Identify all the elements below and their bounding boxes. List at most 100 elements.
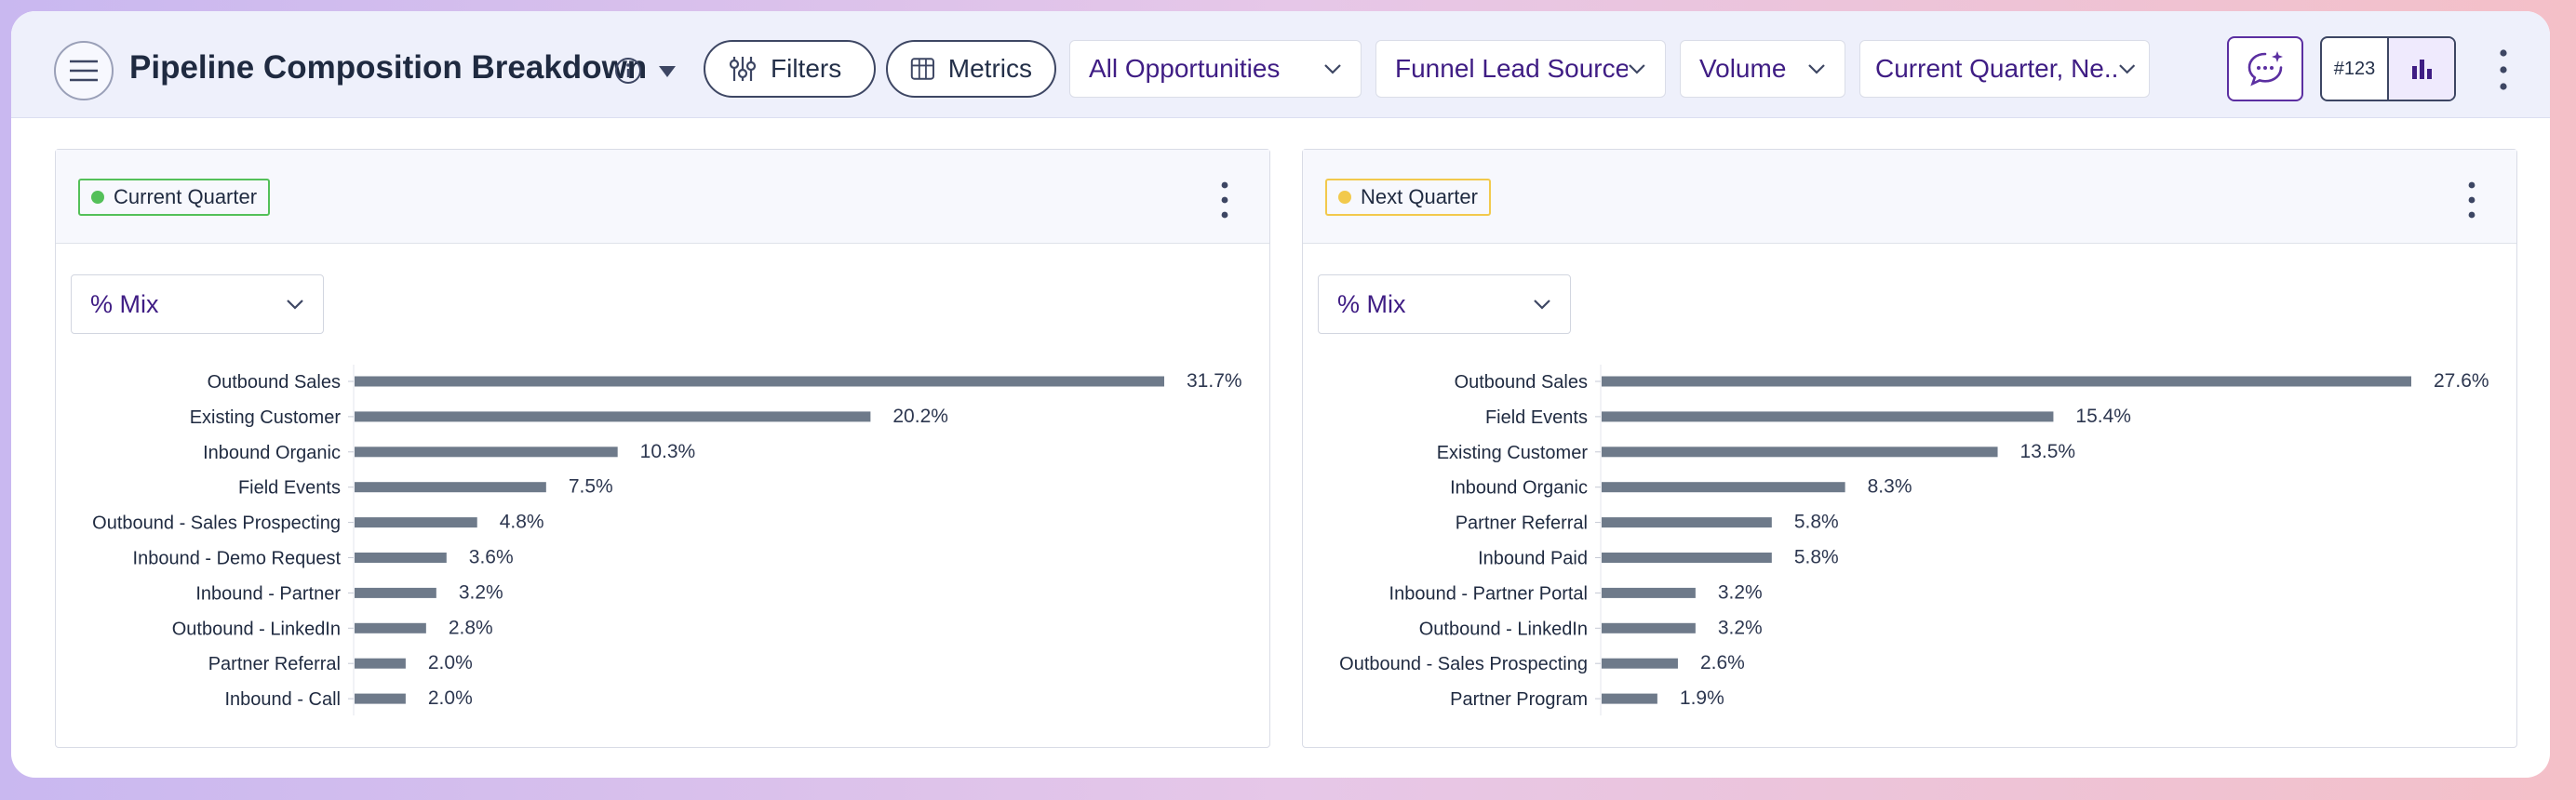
chevron-down-icon bbox=[2118, 64, 2135, 74]
source-select[interactable]: Funnel Lead Source bbox=[1375, 40, 1666, 98]
view-toggle: #123 bbox=[2320, 36, 2456, 101]
bar[interactable] bbox=[1602, 517, 1772, 528]
filters-button[interactable]: Filters bbox=[704, 40, 876, 98]
period-select[interactable]: Current Quarter, Ne... bbox=[1859, 40, 2150, 98]
data-label: 3.6% bbox=[469, 547, 514, 568]
data-label: 2.6% bbox=[1700, 652, 1745, 673]
next-quarter-tag-label: Next Quarter bbox=[1361, 185, 1478, 208]
mix-select-value: % Mix bbox=[90, 289, 159, 318]
data-label: 2.8% bbox=[449, 617, 493, 638]
category-label: Outbound - LinkedIn bbox=[1419, 619, 1588, 639]
data-label: 4.8% bbox=[500, 512, 544, 533]
bar[interactable] bbox=[355, 517, 477, 528]
measure-select[interactable]: Volume bbox=[1680, 40, 1845, 98]
panel-more-icon[interactable] bbox=[1214, 180, 1236, 220]
mix-select[interactable]: % Mix bbox=[1318, 274, 1571, 334]
next-quarter-tag: Next Quarter bbox=[1325, 179, 1491, 216]
category-label: Outbound - Sales Prospecting bbox=[92, 513, 341, 534]
mix-select-value: % Mix bbox=[1337, 289, 1406, 318]
info-icon[interactable] bbox=[614, 57, 642, 85]
category-label: Inbound - Partner bbox=[195, 583, 341, 604]
data-label: 3.2% bbox=[1718, 617, 1763, 638]
bar[interactable] bbox=[1602, 658, 1678, 669]
sliders-icon bbox=[729, 57, 757, 81]
sparkle-chat-icon bbox=[2247, 51, 2283, 87]
menu-button[interactable] bbox=[54, 41, 114, 100]
metrics-button[interactable]: Metrics bbox=[886, 40, 1056, 98]
data-label: 15.4% bbox=[2075, 406, 2131, 427]
mix-select[interactable]: % Mix bbox=[71, 274, 324, 334]
category-label: Inbound Organic bbox=[203, 443, 341, 463]
data-label: 5.8% bbox=[1794, 547, 1839, 568]
panel-more-icon[interactable] bbox=[2461, 180, 2483, 220]
category-label: Inbound - Demo Request bbox=[133, 549, 342, 569]
bar[interactable] bbox=[355, 658, 406, 669]
caret-down-icon[interactable] bbox=[656, 63, 678, 80]
opportunity-select[interactable]: All Opportunities bbox=[1069, 40, 1362, 98]
data-label: 3.2% bbox=[459, 581, 503, 603]
category-label: Inbound Organic bbox=[1450, 478, 1588, 499]
current-quarter-bar-chart: Outbound Sales 31.7% Existing Customer 20.2… bbox=[92, 365, 1242, 716]
data-label: 20.2% bbox=[892, 406, 948, 427]
category-label: Inbound - Partner Portal bbox=[1389, 583, 1588, 604]
chevron-down-icon bbox=[1808, 64, 1825, 74]
category-label: Outbound Sales bbox=[1455, 372, 1588, 393]
current-quarter-tag-label: Current Quarter bbox=[114, 185, 258, 208]
category-label: Field Events bbox=[238, 478, 341, 499]
category-label: Partner Program bbox=[1450, 689, 1588, 710]
next-quarter-panel: Next Quarter % Mix Outbound Sales 27.6% Fi… bbox=[1302, 149, 2517, 748]
bar[interactable] bbox=[1602, 622, 1696, 633]
category-label: Partner Referral bbox=[1456, 513, 1588, 534]
category-label: Existing Customer bbox=[190, 407, 342, 428]
next-quarter-bar-chart: Outbound Sales 27.6% Field Events 15.4% Exis… bbox=[1339, 365, 2489, 716]
bar[interactable] bbox=[1602, 553, 1772, 563]
ai-assistant-button[interactable] bbox=[2227, 36, 2303, 101]
current-quarter-tag: Current Quarter bbox=[78, 179, 271, 216]
bar-chart-icon bbox=[2412, 60, 2432, 79]
bar[interactable] bbox=[1602, 411, 2054, 422]
bar[interactable] bbox=[1602, 482, 1845, 493]
current-quarter-panel: Current Quarter % Mix Outbound Sales 31.7… bbox=[55, 149, 1270, 748]
chevron-down-icon bbox=[1324, 64, 1341, 74]
bar[interactable] bbox=[355, 693, 406, 704]
category-label: Partner Referral bbox=[208, 654, 341, 674]
bar[interactable] bbox=[355, 447, 618, 458]
bar[interactable] bbox=[355, 587, 436, 598]
app-window: Pipeline Composition Breakdown Filters bbox=[11, 11, 2550, 778]
data-label: 2.0% bbox=[428, 652, 473, 673]
data-label: 2.0% bbox=[428, 687, 473, 709]
panel-header: Current Quarter bbox=[56, 150, 1269, 244]
bar[interactable] bbox=[1602, 587, 1696, 598]
period-select-value: Current Quarter, Ne... bbox=[1875, 54, 2118, 83]
bar[interactable] bbox=[1602, 693, 1657, 704]
category-label: Inbound Paid bbox=[1478, 549, 1588, 569]
data-label: 3.2% bbox=[1718, 581, 1763, 603]
measure-select-value: Volume bbox=[1699, 54, 1787, 83]
bar[interactable] bbox=[355, 622, 426, 633]
status-dot-icon bbox=[1338, 191, 1351, 204]
hamburger-icon bbox=[70, 60, 98, 82]
data-label: 1.9% bbox=[1680, 687, 1724, 709]
opportunity-select-value: All Opportunities bbox=[1089, 54, 1281, 83]
bar[interactable] bbox=[355, 376, 1164, 387]
data-label: 8.3% bbox=[1868, 476, 1912, 498]
category-label: Inbound - Call bbox=[224, 689, 341, 710]
more-options-icon[interactable] bbox=[2489, 45, 2517, 95]
bar[interactable] bbox=[355, 482, 546, 493]
number-format-toggle[interactable]: #123 bbox=[2322, 38, 2389, 100]
data-label: 27.6% bbox=[2434, 370, 2489, 392]
chevron-down-icon bbox=[1534, 300, 1550, 310]
category-label: Outbound - LinkedIn bbox=[172, 619, 341, 639]
data-label: 7.5% bbox=[569, 476, 613, 498]
bar[interactable] bbox=[355, 411, 871, 422]
source-select-value: Funnel Lead Source bbox=[1395, 54, 1629, 83]
bar[interactable] bbox=[1602, 376, 2411, 387]
bar[interactable] bbox=[1602, 447, 1998, 458]
chart-view-toggle[interactable] bbox=[2389, 38, 2454, 100]
table-icon bbox=[910, 58, 934, 80]
category-label: Existing Customer bbox=[1437, 443, 1589, 463]
status-dot-icon bbox=[91, 191, 104, 204]
bar[interactable] bbox=[355, 553, 447, 563]
category-label: Field Events bbox=[1485, 407, 1588, 428]
category-label: Outbound - Sales Prospecting bbox=[1339, 654, 1588, 674]
